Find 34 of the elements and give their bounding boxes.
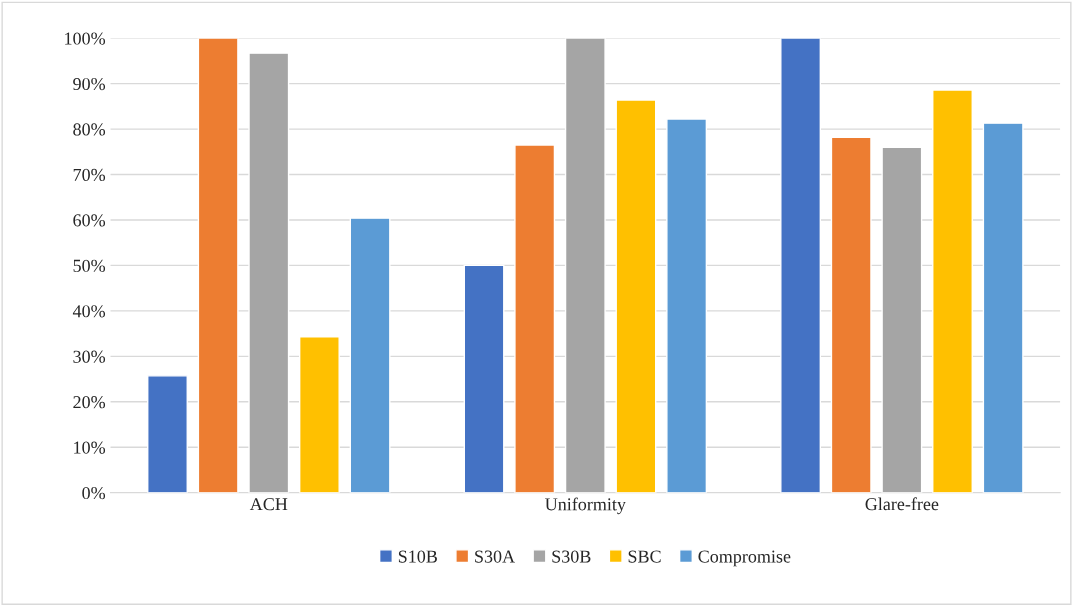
y-tick-label: 70% (73, 168, 106, 182)
y-tick-label: 10% (74, 441, 106, 454)
y-tick-label: 90% (73, 77, 106, 91)
legend-label: Compromise (698, 550, 791, 567)
bar (564, 38, 606, 493)
bar (463, 264, 505, 493)
legend-label: S10B (398, 550, 437, 563)
bar (780, 38, 822, 493)
x-tick-label: Glare-free (865, 497, 939, 511)
y-tick-label: 30% (73, 350, 106, 363)
y-tick-label: 40% (72, 305, 106, 318)
bar (147, 375, 188, 493)
bar (666, 118, 708, 493)
x-tick-label: ACH (249, 498, 288, 511)
y-tick-label: 50% (73, 259, 106, 272)
bar (615, 99, 657, 493)
legend-label: SBC (628, 550, 661, 563)
bar (349, 217, 391, 493)
x-tick-label: Uniformity (545, 497, 626, 515)
bar (197, 38, 239, 493)
bar (514, 144, 556, 493)
y-tick-label: 20% (73, 396, 106, 409)
bar (298, 336, 340, 493)
y-tick-label: 100% (65, 32, 106, 45)
bar (830, 136, 872, 493)
y-tick-label: 80% (73, 123, 106, 136)
y-tick-label: 60% (73, 214, 106, 227)
bar (248, 52, 290, 493)
bar (982, 122, 1024, 493)
bar (932, 89, 973, 493)
bar (881, 146, 923, 493)
y-tick-label: 0% (82, 486, 106, 500)
legend-label: S30A (475, 550, 515, 563)
legend-label: S30B (552, 550, 591, 563)
